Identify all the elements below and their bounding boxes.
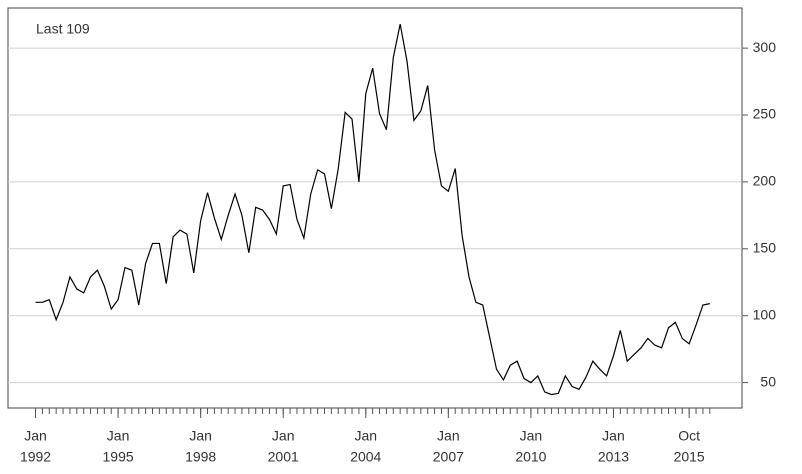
- x-tick-label: Jan: [602, 428, 625, 444]
- plot-frame: [7, 7, 743, 409]
- y-tick-label: 100: [753, 306, 777, 322]
- y-tick-label: 250: [753, 106, 777, 122]
- x-tick-label: 1995: [103, 449, 134, 465]
- legend-text: Last 109: [36, 21, 90, 37]
- y-tick-label: 150: [753, 240, 777, 256]
- x-tick-label: Oct: [678, 428, 700, 444]
- series-line: [35, 23, 710, 396]
- x-tick-label: 1998: [185, 449, 216, 465]
- x-tick-label: 2015: [674, 449, 705, 465]
- x-tick-label: Jan: [107, 428, 130, 444]
- x-tick-label: Jan: [437, 428, 460, 444]
- x-tick-label: Jan: [24, 428, 47, 444]
- x-tick-label: 2001: [268, 449, 299, 465]
- x-tick-label: Jan: [520, 428, 543, 444]
- x-tick-label: Jan: [272, 428, 295, 444]
- y-tick-label: 50: [760, 373, 776, 389]
- x-tick-label: Jan: [189, 428, 212, 444]
- y-tick-label: 200: [753, 173, 777, 189]
- x-tick-label: Jan: [354, 428, 377, 444]
- x-tick-label: 2007: [433, 449, 464, 465]
- y-tick-label: 300: [753, 39, 777, 55]
- x-tick-label: 1992: [20, 449, 51, 465]
- x-tick-label: 2013: [598, 449, 629, 465]
- x-tick-label: 2004: [350, 449, 381, 465]
- x-tick-label: 2010: [515, 449, 546, 465]
